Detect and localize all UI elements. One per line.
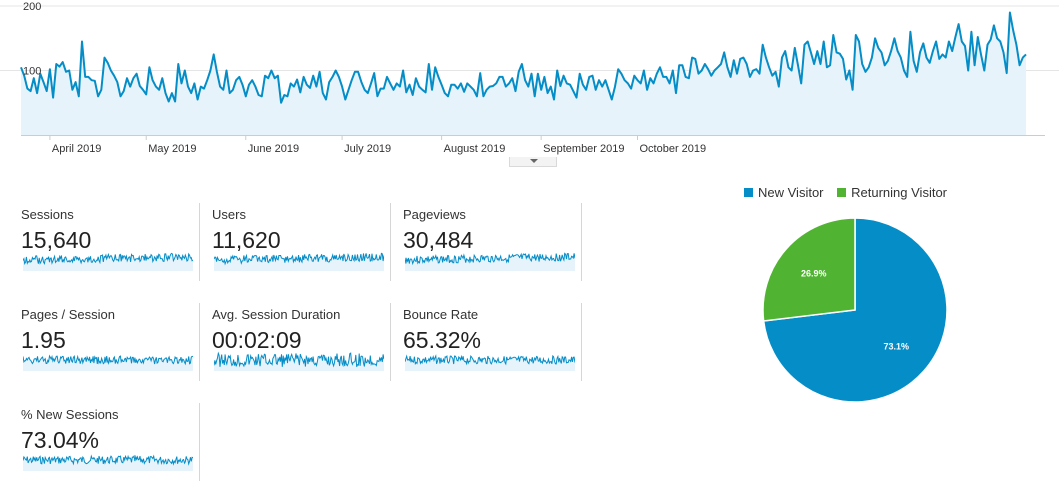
metric-pages-per-session[interactable]: Pages / Session 1.95 [21,303,200,381]
metric-avg-session-duration[interactable]: Avg. Session Duration 00:02:09 [212,303,391,381]
metric-bounce-rate[interactable]: Bounce Rate 65.32% [403,303,582,381]
sessions-over-time-chart[interactable]: 200 100 April 2019 May 2019 June 2019 July 20… [0,0,1059,160]
metric-value: 00:02:09 [212,327,302,353]
sparkline-line [23,354,193,366]
sparkline-line [23,454,193,466]
metric-value: 73.04% [21,427,100,453]
pie-slice-label: 26.9% [801,268,827,278]
metric-sparkline [405,252,575,271]
metric-label: Sessions [21,207,74,222]
visitor-type-pie-chart[interactable]: 73.1% 26.9% [760,215,950,405]
metric-sparkline [214,351,384,371]
metric-label: Pageviews [403,207,466,222]
metric-label: Users [212,207,246,222]
metric-label: Avg. Session Duration [212,307,341,322]
x-tick-label: June 2019 [248,143,299,155]
metric-value: 11,620 [212,227,281,253]
metric-sparkline [23,252,193,271]
sparkline-area [23,456,193,471]
metric-value: 1.95 [21,327,66,353]
pie-legend: New Visitor Returning Visitor [744,185,957,200]
legend-item-returning-visitor[interactable]: Returning Visitor [837,185,947,200]
sparkline-line [405,354,575,366]
metric-value: 30,484 [403,227,474,253]
metric-pageviews[interactable]: Pageviews 30,484 [403,203,582,281]
legend-label: Returning Visitor [851,185,948,200]
sparkline-line [23,252,193,266]
metric-sparkline [23,454,193,471]
metric-users[interactable]: Users 11,620 [212,203,391,281]
x-tick-label: August 2019 [444,143,506,155]
chart-expand-toggle[interactable] [509,157,557,167]
sparkline-line [214,351,384,368]
x-tick-label: July 2019 [344,143,391,155]
legend-item-new-visitor[interactable]: New Visitor [744,185,824,200]
pie-slice-label: 73.1% [884,342,910,352]
metric-sparkline [405,354,575,371]
x-tick-label: May 2019 [148,143,196,155]
pie-slice-returning-visitor[interactable] [762,217,856,322]
metric-value: 65.32% [403,327,482,353]
metric-value: 15,640 [21,227,92,253]
sparkline-area [214,353,384,371]
sessions-line [20,11,1027,104]
metric-label: % New Sessions [21,407,119,422]
legend-swatch [744,188,753,197]
y-tick-label: 200 [23,1,41,13]
y-tick-label: 100 [23,66,41,78]
x-tick-label: October 2019 [639,143,706,155]
metric-new-sessions[interactable]: % New Sessions 73.04% [21,403,200,481]
legend-swatch [837,188,847,197]
sparkline-line [405,252,575,266]
metric-label: Pages / Session [21,307,115,322]
x-tick-label: September 2019 [543,143,624,155]
metric-sparkline [214,252,384,271]
metric-sessions[interactable]: Sessions 15,640 [21,203,200,281]
sparkline-line [214,252,384,266]
legend-label: New Visitor [758,185,824,200]
metric-sparkline [23,354,193,371]
x-tick-label: April 2019 [52,143,102,155]
metric-label: Bounce Rate [403,307,479,322]
